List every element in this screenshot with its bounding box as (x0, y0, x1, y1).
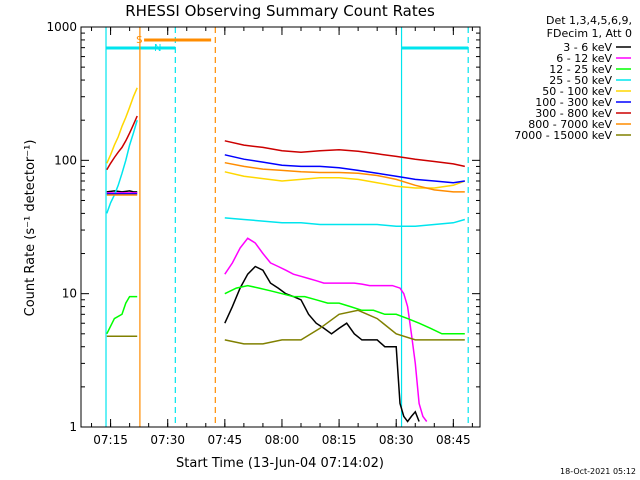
axes: 07:15 07:30 07:45 08:00 08:15 08:30 08:45 1 10 10… (46, 20, 481, 447)
legend-entry-label: 50 - 100 keV (542, 85, 612, 98)
y-tick-label: 1 (69, 420, 77, 434)
y-tick-label: 10 (62, 287, 77, 301)
y-axis-label: Count Rate (s⁻¹ detector⁻¹) (23, 140, 38, 317)
flag-bars: SN (136, 35, 212, 54)
series-line (224, 265, 420, 423)
x-tick-label: 08:45 (436, 433, 471, 447)
series-line (224, 309, 465, 345)
x-tick-label: 07:45 (208, 433, 243, 447)
series-line (106, 115, 138, 171)
x-tick-label: 08:15 (322, 433, 357, 447)
series-line (106, 190, 138, 193)
series-line (224, 154, 465, 184)
x-tick-label: 08:30 (379, 433, 414, 447)
series-line (106, 87, 138, 164)
x-tick-label: 07:15 (93, 433, 128, 447)
series-line (224, 171, 466, 189)
series-line (224, 161, 465, 193)
series-lines (106, 87, 466, 423)
chart-title: RHESSI Observing Summary Count Rates (125, 2, 435, 20)
legend-entry-label: 6 - 12 keV (556, 52, 612, 65)
series-line (224, 140, 465, 168)
x-tick-label: 07:30 (150, 433, 185, 447)
series-line (224, 217, 466, 228)
legend-entry-label: 800 - 7000 keV (528, 118, 612, 131)
generation-timestamp: 18-Oct-2021 05:12 (560, 467, 636, 476)
y-tick-label: 100 (54, 153, 77, 167)
legend-entry-label: 25 - 50 keV (549, 74, 612, 87)
x-tick-label: 08:00 (265, 433, 300, 447)
legend-entry-label: 100 - 300 keV (535, 96, 612, 109)
x-axis-label: Start Time (13-Jun-04 07:14:02) (176, 456, 384, 471)
legend-header-line-1: Det 1,3,4,5,6,9, (546, 14, 632, 27)
series-line (224, 237, 428, 422)
legend-entry-label: 300 - 800 keV (535, 107, 612, 120)
series-line (224, 284, 465, 335)
saa-markers (139, 27, 216, 427)
y-tick-label: 1000 (46, 20, 77, 34)
legend-header-line-2: FDecim 1, Att 0 (547, 27, 632, 40)
legend-entry-label: 7000 - 15000 keV (514, 129, 612, 142)
flag-label-n: N (154, 43, 161, 54)
legend-entry-label: 3 - 6 keV (563, 41, 612, 54)
series-line (106, 295, 138, 335)
legend: Det 1,3,4,5,6,9, FDecim 1, Att 0 3 - 6 k… (514, 14, 632, 142)
series-line (106, 119, 138, 214)
flag-label-s: S (136, 35, 142, 46)
legend-entry-label: 12 - 25 keV (549, 63, 612, 76)
plot-frame (80, 26, 481, 428)
